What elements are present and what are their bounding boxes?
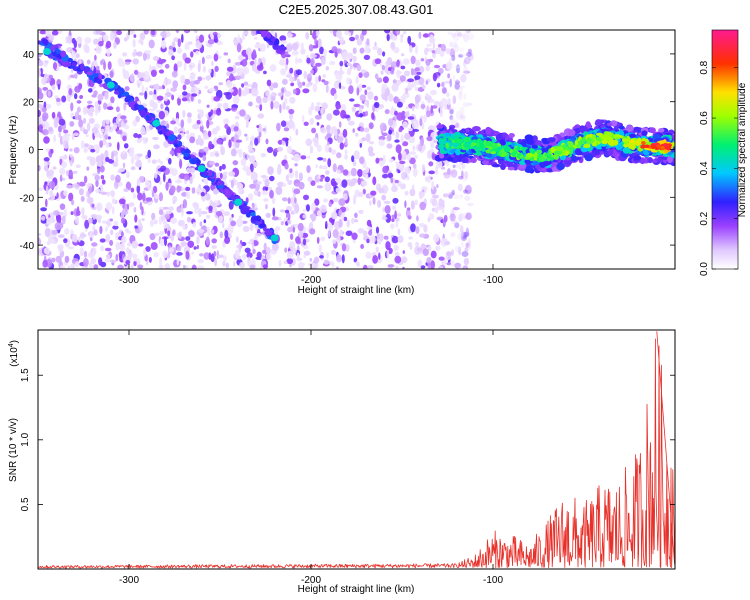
snr-series-line [38,331,675,569]
snr-x-tick-label: -100 [483,575,503,586]
snr-plot-area [38,331,675,569]
spectrogram-y-tick-label: -20 [20,193,35,204]
colorbar: 0.0 0.2 0.4 0.6 0.8 Normalized spectral ampl… [699,29,748,276]
spectrogram-y-tick-label: 40 [23,50,35,61]
snr-x-tick-label: -300 [119,575,139,586]
colorbar-tick-label: 0.2 [699,211,710,225]
spectrogram-heatmap [38,30,675,269]
snr-y-axis-label: SNR (10 * v/v) [8,418,19,482]
snr-ticks: -300 -200 -100 0.5 1.0 1.5 [20,330,675,586]
snr-multiplier-exponent: 4 [8,343,15,347]
spectrogram-y-tick-label: 0 [28,146,34,157]
spectrogram-y-tick-label: -40 [20,241,35,252]
spectrogram-x-tick-label: -100 [483,275,503,286]
spectrogram-y-axis-label: Frequency (Hz) [8,116,19,185]
colorbar-ticks: 0.0 0.2 0.4 0.6 0.8 [699,60,738,276]
snr-panel: -300 -200 -100 0.5 1.0 1.5 Height of straight… [8,329,676,595]
snr-x-axis-label: Height of straight line (km) [298,584,415,595]
snr-frame [37,329,676,570]
colorbar-tick-label: 0.8 [699,60,710,74]
chart-title: C2E5.2025.307.08.43.G01 [279,2,434,17]
colorbar-tick-label: 0.6 [699,111,710,125]
snr-y-tick-label: 0.5 [20,497,31,511]
colorbar-gradient [711,29,739,270]
svg-text:(x104): (x104) [8,340,20,367]
snr-multiplier-base: (x10 [9,347,20,367]
snr-y-tick-label: 1.0 [20,432,31,446]
spectrogram-x-axis-label: Height of straight line (km) [298,285,415,296]
spectrogram-y-tick-label: 20 [23,98,35,109]
spectrogram-ticks: -300 -200 -100 40 20 0 -20 -40 [20,30,675,286]
spectrogram-x-tick-label: -200 [301,275,321,286]
spectrogram-panel: -300 -200 -100 40 20 0 -20 -40 Height of straig… [8,29,676,296]
snr-multiplier-end: ) [9,340,20,343]
snr-y-tick-label: 1.5 [20,368,31,382]
colorbar-tick-label: 0.0 [699,262,710,276]
colorbar-tick-label: 0.4 [699,161,710,175]
snr-background [38,330,675,569]
colorbar-label: Normalized spectral amplitude [737,82,748,217]
snr-multiplier: (x104) [8,340,20,367]
snr-x-tick-label: -200 [301,575,321,586]
spectrogram-x-tick-label: -300 [119,275,139,286]
